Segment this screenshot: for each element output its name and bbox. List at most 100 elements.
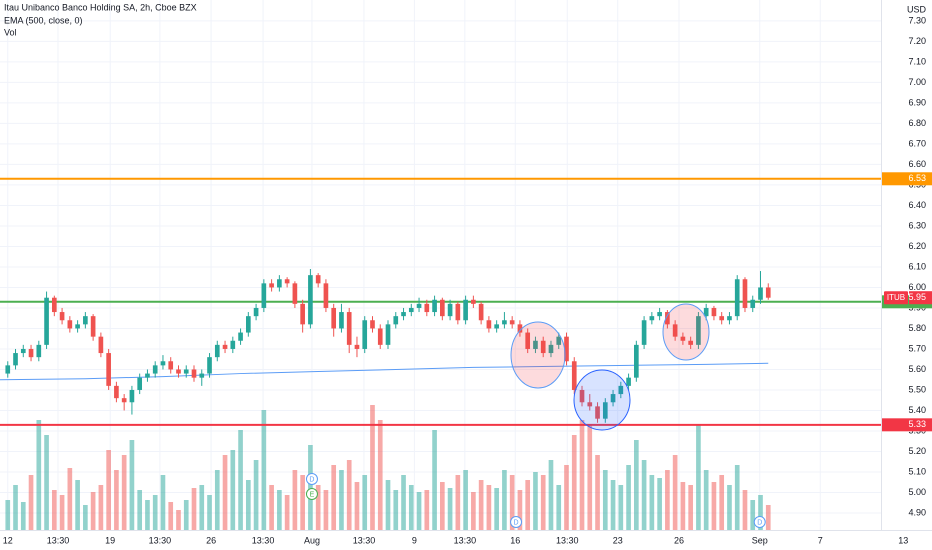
volume-bar [292, 470, 298, 530]
candle-body [610, 394, 616, 403]
x-tick-label: 7 [818, 535, 823, 545]
candle-body [688, 340, 693, 345]
volume-bar [595, 455, 600, 530]
volume-bar [525, 480, 531, 530]
event-label: D [757, 519, 762, 526]
volume-bar [727, 485, 732, 530]
y-tick-label: 6.00 [908, 282, 926, 292]
candle-body [595, 406, 600, 419]
volume-bar [51, 490, 57, 530]
volume-bar [114, 470, 119, 530]
volume-bar [90, 492, 96, 530]
event-marker [305, 488, 318, 500]
symbol-tag-label: ITUB [887, 293, 905, 302]
volume-bar [634, 440, 639, 530]
x-tick-label: 13:30 [252, 535, 275, 545]
volume-bar [308, 445, 313, 530]
y-tick-label: 7.10 [908, 56, 926, 66]
candle-body [548, 344, 554, 354]
volume-bar [440, 482, 445, 530]
volume-bar [284, 495, 290, 530]
volume-bar [168, 502, 174, 530]
candle-body [463, 299, 468, 321]
currency-label: USD [907, 4, 927, 14]
highlight-ellipse [662, 303, 710, 361]
candle-body [222, 344, 228, 349]
candle-body [83, 316, 88, 325]
y-tick-label: 5.50 [908, 384, 926, 394]
y-tick-label: 5.20 [908, 446, 926, 456]
candle-body [696, 316, 701, 345]
candle-body [13, 353, 18, 366]
price-tag [882, 418, 932, 432]
volume-bar [160, 475, 166, 530]
candle-body [486, 320, 492, 329]
volume-bar [672, 455, 678, 530]
volume-bar [432, 430, 437, 530]
volume-bar [75, 480, 80, 530]
volume-bar [346, 460, 352, 530]
volume-bar [393, 490, 399, 530]
candle-body [742, 279, 748, 308]
volume-bar [517, 490, 523, 530]
volume-bar [277, 490, 282, 530]
candle-body [106, 353, 111, 386]
symbol-tag [884, 291, 908, 305]
y-tick-label: 7.30 [908, 15, 926, 25]
x-tick-label: Sep [752, 535, 768, 545]
candle-body [370, 320, 375, 329]
volume-bar [191, 488, 197, 530]
volume-bar [626, 465, 631, 530]
candle-body [385, 324, 391, 345]
ema-layer [0, 362, 769, 381]
candle-body [160, 361, 166, 366]
candle-body [362, 320, 368, 349]
candle-body [556, 336, 562, 345]
volume-bar [106, 450, 111, 530]
volume-bar [424, 490, 430, 530]
volume-bar [121, 455, 127, 530]
volume-bar [478, 480, 484, 530]
y-tick-label: 5.10 [908, 466, 926, 476]
y-tick-label: 7.20 [908, 36, 926, 46]
candle-body [502, 320, 507, 325]
events: D E D D [305, 473, 766, 528]
candle-body [323, 283, 329, 308]
volume-bar [98, 485, 104, 530]
volume-bar [385, 480, 391, 530]
candle-body [517, 324, 523, 333]
y-tick-label: 6.20 [908, 241, 926, 251]
volume-bar [245, 480, 251, 530]
volume-bar [137, 490, 143, 530]
x-tick-label: 13 [898, 535, 908, 545]
y-tick-label: 5.70 [908, 343, 926, 353]
candle-body [626, 377, 631, 386]
candle-body [750, 299, 756, 308]
volume-bar [742, 490, 748, 530]
volume-bar [758, 495, 763, 530]
volume-bar [36, 420, 42, 530]
volume-bar [696, 425, 701, 530]
candle-body [587, 402, 593, 407]
indicator-label: EMA (500, close, 0) [4, 15, 83, 25]
volume-bar [602, 470, 608, 530]
candle-body [238, 332, 243, 341]
volume-bar [67, 468, 73, 530]
candle-body [59, 312, 65, 321]
y-tick-label: 6.60 [908, 159, 926, 169]
candle-body [416, 303, 422, 308]
volume-bar [649, 475, 655, 530]
volume-bar [145, 500, 150, 530]
x-tick-label: 16 [510, 535, 520, 545]
event-label: D [514, 519, 519, 526]
candle-body [440, 299, 445, 317]
volume-bar [401, 475, 406, 530]
candle-body [199, 373, 205, 378]
volume-bar [641, 460, 647, 530]
volume-bar [509, 475, 515, 530]
candle-body [564, 336, 569, 362]
volume-bar [657, 478, 662, 530]
event-label: E [310, 491, 315, 498]
